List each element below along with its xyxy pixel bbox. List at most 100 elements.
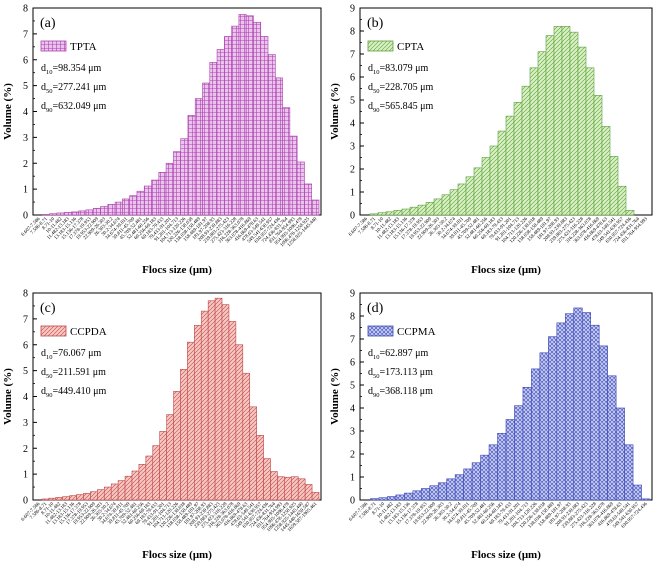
stat-value: 83.079 μm xyxy=(385,63,428,74)
bar xyxy=(214,297,223,501)
panel-label: (d) xyxy=(367,301,384,316)
y-tick-label: 2 xyxy=(350,165,355,176)
bar xyxy=(531,368,541,501)
y-tick-label: 3 xyxy=(350,427,355,438)
bar xyxy=(49,213,58,216)
bar xyxy=(556,322,566,501)
stat-d90: d90=565.845 μm xyxy=(368,101,434,114)
bar xyxy=(393,210,403,216)
bar xyxy=(569,31,579,216)
bar xyxy=(311,491,320,501)
bar xyxy=(465,176,475,216)
bar xyxy=(564,313,575,501)
bar xyxy=(369,213,379,216)
bar xyxy=(245,15,254,216)
bar xyxy=(505,419,515,501)
bar xyxy=(138,463,147,501)
bar xyxy=(377,212,387,216)
bar xyxy=(103,486,112,501)
y-tick-label: 6 xyxy=(23,340,28,351)
bar xyxy=(129,195,138,216)
bar xyxy=(473,167,483,216)
stat-value: 228.705 μm xyxy=(385,82,433,93)
bar xyxy=(263,458,271,501)
bar xyxy=(480,454,490,501)
bar xyxy=(238,14,247,216)
y-tick-label: 2 xyxy=(350,450,355,461)
y-tick-label: 2 xyxy=(23,444,28,455)
bar xyxy=(401,208,411,216)
bar xyxy=(284,476,292,501)
bar xyxy=(228,321,237,501)
y-tick-label: 8 xyxy=(350,27,355,38)
bar xyxy=(537,51,547,216)
panel-label: (a) xyxy=(40,16,56,31)
bar xyxy=(71,211,79,216)
legend-label: CCPMA xyxy=(397,326,436,338)
y-axis-label: Volume (%) xyxy=(329,83,341,140)
legend-label: CPTA xyxy=(397,41,424,53)
y-tick-label: 6 xyxy=(350,358,355,369)
bar xyxy=(425,202,435,216)
legend-label: TPTA xyxy=(70,41,97,53)
legend-swatch xyxy=(367,40,394,52)
bar xyxy=(282,107,291,216)
y-axis-label: Volume (%) xyxy=(2,83,14,140)
bar xyxy=(194,98,203,216)
bar xyxy=(48,497,57,501)
bar xyxy=(412,490,422,501)
stat-d10: d10=76.067 μm xyxy=(41,348,102,361)
bar xyxy=(505,115,515,216)
bar xyxy=(581,312,592,501)
bar xyxy=(441,194,451,216)
bar xyxy=(145,455,154,501)
bar xyxy=(221,304,230,501)
bar xyxy=(593,95,603,216)
bar xyxy=(231,25,240,216)
bar xyxy=(78,210,87,216)
y-tick-label: 1 xyxy=(350,188,355,199)
y-tick-label: 1 xyxy=(23,185,28,196)
bar xyxy=(76,494,84,501)
stat-d10: d10=98.354 μm xyxy=(41,63,102,76)
bar xyxy=(165,162,174,216)
bar xyxy=(180,369,188,501)
bar xyxy=(41,498,50,501)
bar xyxy=(187,115,196,216)
y-tick-label: 7 xyxy=(23,314,28,325)
y-tick-label: 7 xyxy=(23,29,28,40)
bar xyxy=(180,138,189,216)
stat-value: 98.354 μm xyxy=(58,63,101,74)
stat-d50: d50=228.705 μm xyxy=(368,82,434,95)
bar xyxy=(590,324,600,501)
y-tick-label: 0 xyxy=(23,211,28,222)
bar xyxy=(152,445,160,501)
y-tick-label: 5 xyxy=(23,81,28,92)
bar xyxy=(117,480,126,501)
bar xyxy=(514,405,524,501)
y-tick-label: 0 xyxy=(23,496,28,507)
stat-value: 211.591 μm xyxy=(58,367,106,378)
bar xyxy=(624,444,634,501)
bar xyxy=(385,211,395,216)
panel-label: (c) xyxy=(40,301,56,316)
bar xyxy=(55,497,64,501)
bar xyxy=(83,492,91,501)
stat-d10: d10=62.897 μm xyxy=(368,348,429,361)
y-tick-label: 9 xyxy=(350,4,355,15)
y-tick-label: 6 xyxy=(350,73,355,84)
bar xyxy=(304,484,313,501)
bar xyxy=(202,82,211,216)
bar xyxy=(429,485,439,501)
bar xyxy=(249,406,257,501)
bar xyxy=(90,491,98,501)
bar xyxy=(497,130,507,216)
y-tick-label: 6 xyxy=(23,55,28,66)
bar xyxy=(625,210,635,216)
legend-swatch xyxy=(367,325,394,337)
stat-d90: d90=368.118 μm xyxy=(368,386,433,399)
bar xyxy=(143,185,152,216)
